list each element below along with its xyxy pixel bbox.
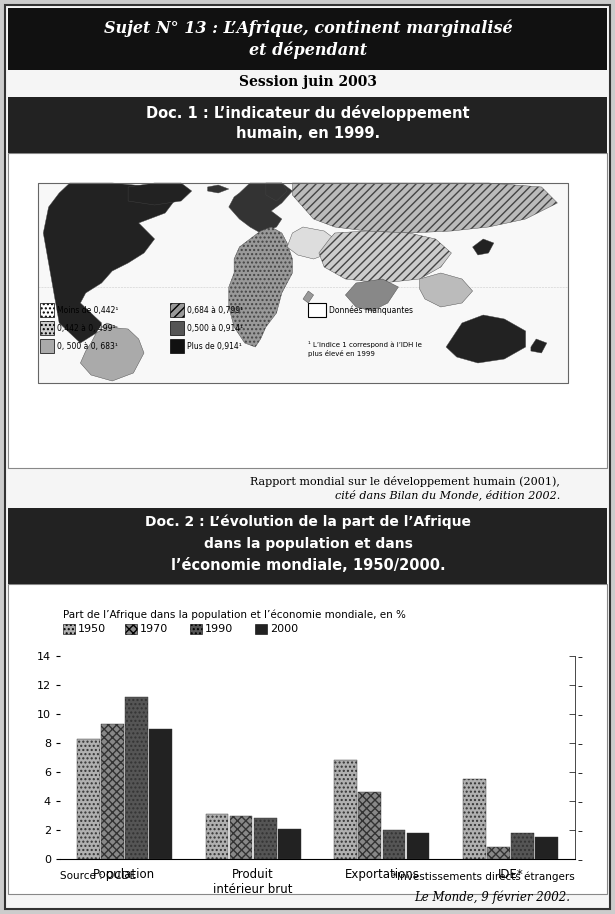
Text: 0,500 à 0,914¹: 0,500 à 0,914¹ <box>187 324 243 333</box>
Bar <box>383 830 405 859</box>
Text: Le Monde, 9 février 2002.: Le Monde, 9 février 2002. <box>414 890 570 904</box>
Bar <box>536 837 558 859</box>
Bar <box>407 833 429 859</box>
Bar <box>190 624 202 634</box>
Text: 2000: 2000 <box>270 624 298 634</box>
Text: humain, en 1999.: humain, en 1999. <box>236 126 380 142</box>
Bar <box>77 739 100 859</box>
Text: Session juin 2003: Session juin 2003 <box>239 75 377 89</box>
Polygon shape <box>229 183 292 233</box>
Bar <box>125 624 137 634</box>
Text: 0,442 à 0, 499¹: 0,442 à 0, 499¹ <box>57 324 116 333</box>
Polygon shape <box>287 227 335 259</box>
Polygon shape <box>531 339 547 353</box>
Bar <box>278 829 301 859</box>
Bar <box>308 303 326 317</box>
Text: Sujet N° 13 : L’Afrique, continent marginalisé: Sujet N° 13 : L’Afrique, continent margi… <box>104 19 512 37</box>
Text: Doc. 2 : L’évolution de la part de l’Afrique: Doc. 2 : L’évolution de la part de l’Afr… <box>145 515 471 529</box>
Polygon shape <box>128 183 192 205</box>
Polygon shape <box>266 183 287 201</box>
Text: Source : OCDE: Source : OCDE <box>60 871 136 881</box>
Text: l’économie mondiale, 1950/2000.: l’économie mondiale, 1950/2000. <box>171 558 445 573</box>
Bar <box>40 339 54 353</box>
Bar <box>511 833 534 859</box>
Polygon shape <box>81 327 144 381</box>
Polygon shape <box>101 323 117 331</box>
Bar <box>8 584 607 894</box>
Bar <box>170 339 184 353</box>
Bar <box>255 624 267 634</box>
Polygon shape <box>419 273 472 307</box>
Text: Part de l’Afrique dans la population et l’économie mondiale, en %: Part de l’Afrique dans la population et … <box>63 610 406 620</box>
Polygon shape <box>229 227 292 347</box>
Bar <box>335 760 357 859</box>
Text: Plus de 0,914¹: Plus de 0,914¹ <box>187 342 242 350</box>
Text: et dépendant: et dépendant <box>249 41 367 58</box>
Text: dans la population et dans: dans la population et dans <box>204 537 413 551</box>
Bar <box>8 153 607 468</box>
Bar <box>38 183 568 383</box>
Text: 0, 500 à 0, 683¹: 0, 500 à 0, 683¹ <box>57 342 118 350</box>
Bar <box>8 8 607 70</box>
Bar <box>40 303 54 317</box>
Polygon shape <box>446 315 526 363</box>
Text: Doc. 1 : L’indicateur du développement: Doc. 1 : L’indicateur du développement <box>146 105 470 121</box>
Bar <box>359 792 381 859</box>
Bar <box>170 303 184 317</box>
Bar <box>8 508 607 584</box>
Bar <box>170 321 184 335</box>
Bar <box>125 696 148 859</box>
Bar <box>101 724 124 859</box>
Text: Données manquantes: Données manquantes <box>329 305 413 314</box>
Polygon shape <box>208 185 229 193</box>
Text: 0,684 à 0,799¹: 0,684 à 0,799¹ <box>187 305 243 314</box>
Polygon shape <box>319 231 451 283</box>
Bar <box>230 815 252 859</box>
Polygon shape <box>43 183 176 343</box>
Bar <box>205 814 228 859</box>
Polygon shape <box>303 291 314 303</box>
Text: Rapport mondial sur le développement humain (2001),: Rapport mondial sur le développement hum… <box>250 476 560 487</box>
Text: ¹ L’indice 1 correspond à l’IDH le
plus élevé en 1999: ¹ L’indice 1 correspond à l’IDH le plus … <box>308 341 422 356</box>
Bar <box>8 97 607 153</box>
Text: 1970: 1970 <box>140 624 169 634</box>
Bar <box>463 780 486 859</box>
Text: cité dans Bilan du Monde, édition 2002.: cité dans Bilan du Monde, édition 2002. <box>335 489 560 500</box>
Bar <box>63 624 75 634</box>
Bar <box>40 321 54 335</box>
Text: Moins de 0,442¹: Moins de 0,442¹ <box>57 305 118 314</box>
Polygon shape <box>346 279 399 311</box>
Bar <box>149 728 172 859</box>
Polygon shape <box>292 183 557 233</box>
Text: 1950: 1950 <box>78 624 106 634</box>
Bar <box>487 847 510 859</box>
Text: *Investissements directs étrangers: *Investissements directs étrangers <box>392 871 575 881</box>
Text: 1990: 1990 <box>205 624 233 634</box>
Bar <box>254 818 277 859</box>
Bar <box>38 183 568 383</box>
Polygon shape <box>472 239 494 255</box>
